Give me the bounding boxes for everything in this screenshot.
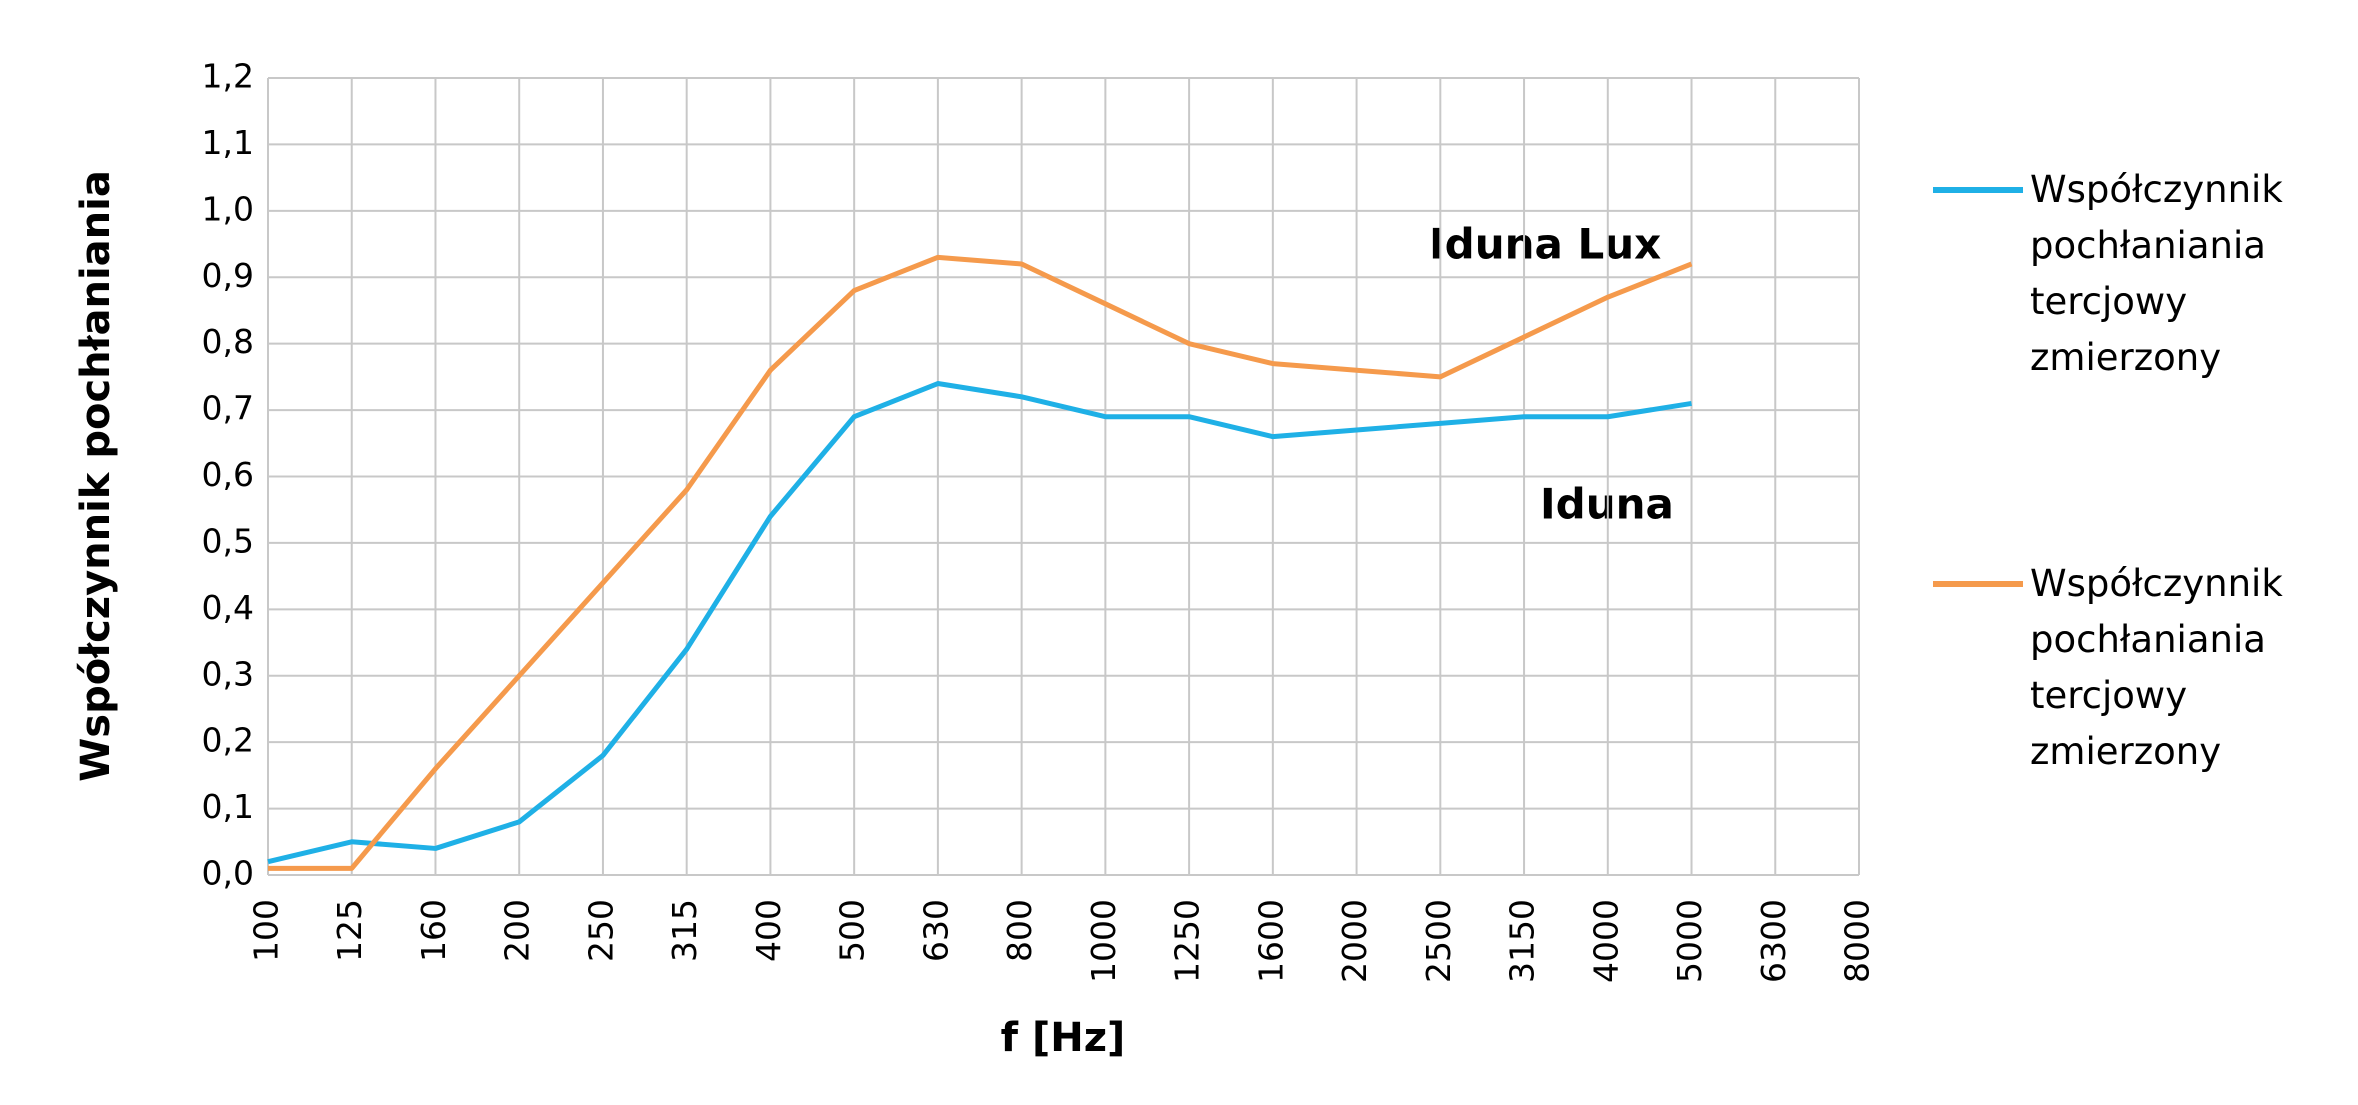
series-line <box>268 254 1693 871</box>
x-tick-label: 8000 <box>1838 899 1877 983</box>
annotation: Iduna Lux <box>1429 220 1661 269</box>
x-tick-label: 125 <box>330 899 369 962</box>
legend-label: Współczynnik pochłaniania tercjowy zmier… <box>2030 562 2283 773</box>
y-tick-label: 1,1 <box>202 123 254 162</box>
y-tick-label: 1,0 <box>202 189 254 228</box>
x-tick-label: 1250 <box>1168 899 1207 983</box>
x-tick-label: 1000 <box>1084 899 1123 983</box>
y-tick-label: 0,9 <box>202 256 254 295</box>
y-tick-label: 0,7 <box>202 389 254 428</box>
legend-label: Współczynnik pochłaniania tercjowy zmier… <box>2030 168 2283 379</box>
y-tick-label: 0,2 <box>202 721 254 760</box>
x-tick-label: 160 <box>414 899 453 962</box>
x-tick-label: 5000 <box>1670 899 1709 983</box>
y-tick-label: 0,5 <box>202 521 254 560</box>
x-tick-label: 250 <box>581 899 620 962</box>
x-tick-label: 6300 <box>1754 899 1793 983</box>
y-tick-label: 1,2 <box>202 57 254 96</box>
x-tick-label: 1600 <box>1251 899 1290 983</box>
x-tick-label: 630 <box>916 899 955 962</box>
x-tick-label: 2500 <box>1419 899 1458 983</box>
x-tick-label: 100 <box>247 899 286 962</box>
x-tick-label: 315 <box>665 899 704 962</box>
series-line <box>267 381 1692 865</box>
y-tick-label: 0,3 <box>202 654 254 693</box>
x-tick-label: 800 <box>1000 899 1039 962</box>
x-tick-label: 4000 <box>1586 899 1625 983</box>
x-tick-label: 500 <box>833 899 872 962</box>
x-tick-label: 2000 <box>1335 899 1374 983</box>
x-tick-label: 400 <box>749 899 788 962</box>
y-tick-label: 0,1 <box>202 787 254 826</box>
y-tick-label: 0,0 <box>202 854 254 893</box>
x-tick-label: 200 <box>498 899 537 962</box>
y-axis-label: Współczynnik pochłaniania <box>73 170 119 782</box>
x-tick-label: 3150 <box>1503 899 1542 983</box>
y-tick-label: 0,6 <box>202 455 254 494</box>
y-tick-label: 0,4 <box>202 588 254 627</box>
x-axis-label: f [Hz] <box>1001 1015 1126 1061</box>
y-tick-label: 0,8 <box>202 322 254 361</box>
